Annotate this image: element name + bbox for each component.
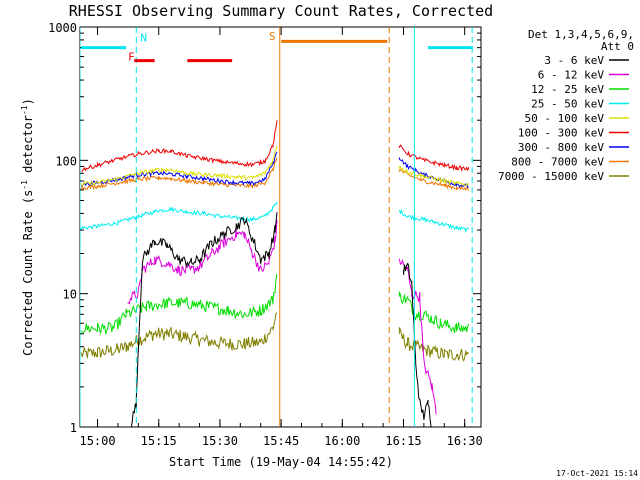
legend-label: 100 - 300 keV (518, 127, 604, 140)
series-line-50-100-kev-kev (80, 145, 470, 187)
series-line-12-25-kev-kev (80, 274, 470, 335)
x-tick-label: 15:45 (263, 434, 299, 448)
series-line-6-12-kev-kev (127, 219, 437, 415)
legend-header: Att 0 (601, 40, 634, 53)
legend-header: Det 1,3,4,5,6,9, (528, 28, 634, 41)
legend-label: 300 - 800 keV (518, 141, 604, 154)
flag-label-F: F (128, 51, 135, 64)
legend-label: 25 - 50 keV (531, 98, 604, 111)
plot-area (80, 27, 473, 427)
x-axis-label: Start Time (19-May-04 14:55:42) (169, 455, 393, 469)
x-tick-label: 16:00 (324, 434, 360, 448)
legend-label: 3 - 6 keV (544, 54, 604, 67)
y-tick-label: 1 (70, 421, 77, 435)
x-tick-label: 15:15 (141, 434, 177, 448)
legend-label: 6 - 12 keV (538, 69, 605, 82)
y-tick-label: 1000 (48, 21, 77, 35)
legend-label: 7000 - 15000 keV (498, 170, 604, 183)
legend-label: 12 - 25 keV (531, 83, 604, 96)
y-tick-label: 10 (63, 288, 77, 302)
legend: Det 1,3,4,5,6,9,Att 03 - 6 keV 6 - 12 keV… (498, 28, 634, 183)
series-line-300-800-kev-kev (81, 151, 469, 188)
y-tick-label: 100 (55, 154, 77, 168)
timestamp: 17-Oct-2021 15:14 (556, 469, 638, 478)
legend-label: 800 - 7000 keV (511, 156, 604, 169)
series-line-800-7000-kev-kev (80, 157, 470, 191)
series-line-100-300-kev-kev (81, 120, 470, 173)
axis-ticks: 15:00 15:15 15:30 15:45 16:00 16:15 16:30 1 10 10… (48, 21, 483, 448)
x-tick-label: 16:30 (447, 434, 483, 448)
chart-title: RHESSI Observing Summary Count Rates, Co… (69, 2, 493, 20)
legend-label: 50 - 100 keV (525, 112, 605, 125)
series-line-3-6-kev-kev (130, 212, 432, 427)
x-tick-label: 16:15 (385, 434, 421, 448)
series-line-7000-15000-kev-kev (80, 312, 470, 362)
annotations: NF S (81, 30, 473, 64)
y-axis-label: Corrected Count Rate (s-1 detector-1) (20, 98, 35, 356)
series-line-25-50-kev-kev (80, 201, 470, 234)
x-tick-label: 15:00 (79, 434, 115, 448)
flag-label-N: N (140, 31, 147, 44)
x-tick-label: 15:30 (202, 434, 238, 448)
flag-label-S: S (269, 30, 276, 43)
plot-frame (79, 26, 482, 428)
